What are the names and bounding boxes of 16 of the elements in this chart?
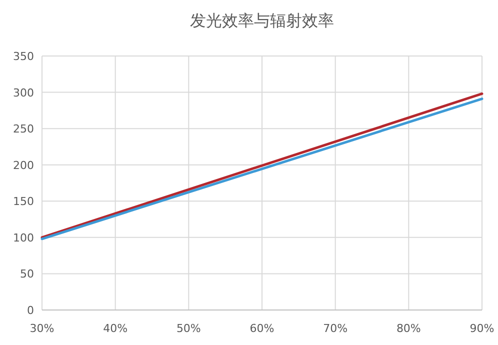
x-tick-label: 50%: [176, 322, 201, 335]
y-tick-label: 0: [27, 304, 34, 317]
y-tick-label: 250: [13, 122, 34, 136]
y-tick-label: 350: [13, 50, 34, 63]
x-tick-label: 60%: [250, 322, 274, 335]
y-tick-label: 150: [13, 195, 34, 208]
y-tick-label: 300: [13, 86, 34, 100]
chart-title: 发光效率与辐射效率: [190, 11, 334, 30]
x-tick-label: 90%: [470, 322, 494, 335]
x-tick-label: 40%: [103, 322, 128, 335]
y-tick-label: 100: [13, 231, 34, 244]
x-tick-label: 30%: [30, 322, 54, 335]
y-tick-label: 50: [20, 268, 34, 281]
x-tick-label: 80%: [396, 322, 421, 335]
x-tick-label: 70%: [323, 322, 348, 335]
y-tick-label: 200: [13, 158, 34, 172]
